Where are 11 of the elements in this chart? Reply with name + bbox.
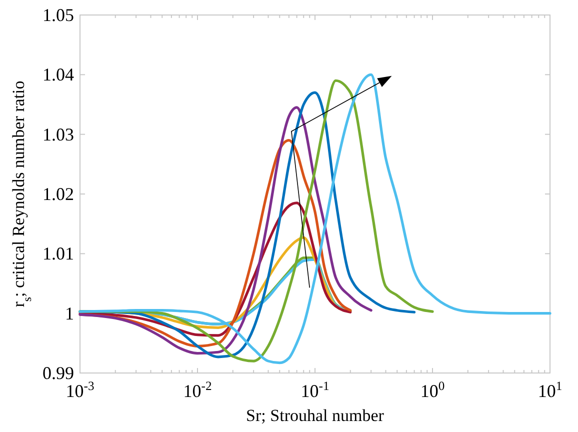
y-tick-label: 1.01 bbox=[42, 244, 74, 264]
x-tick-label: 10$^{0}$ bbox=[420, 379, 445, 401]
x-tick-label: 10$^{-2}$ bbox=[183, 379, 212, 401]
y-tick-label: 1.03 bbox=[42, 124, 74, 144]
x-axis-title: Sr; Strouhal number bbox=[246, 406, 384, 425]
y-tick-label: 1.05 bbox=[42, 5, 74, 25]
x-tick-label: 10$^{1}$ bbox=[538, 379, 562, 401]
y-tick-label: 1.04 bbox=[42, 64, 74, 85]
x-tick-label: 10$^{-1}$ bbox=[300, 379, 330, 401]
y-tick-label: 1.02 bbox=[42, 184, 74, 204]
y-tick-label: 1 bbox=[65, 303, 74, 324]
